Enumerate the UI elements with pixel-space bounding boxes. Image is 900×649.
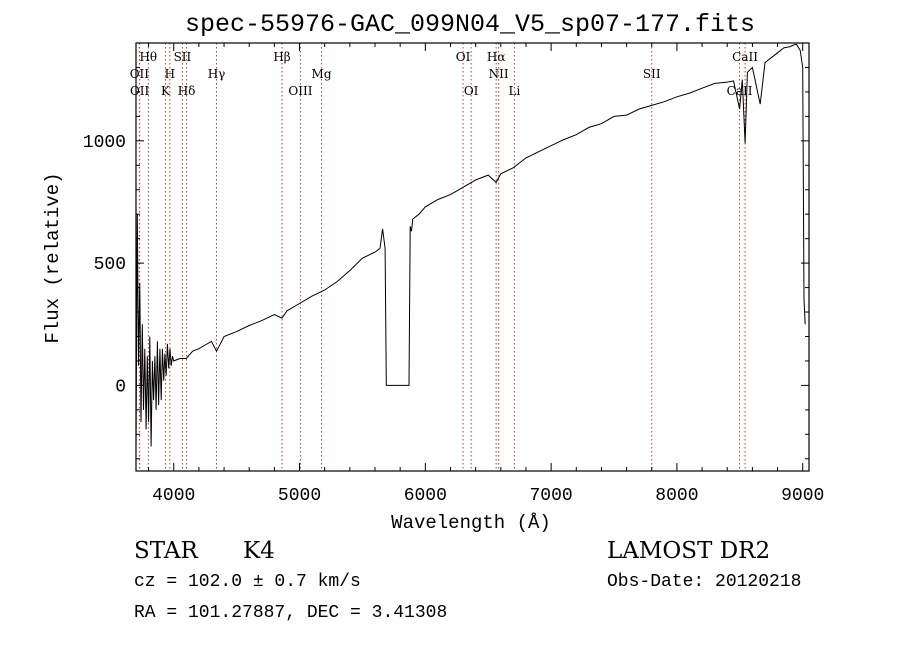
ra-dec-coordinates: RA = 101.27887, DEC = 3.41308 [134,603,448,623]
line-marker-label: CaII [732,50,758,64]
plot-frame [135,42,810,472]
x-axis-label: Wavelength (Å) [391,512,551,534]
line-marker-label: OII [130,84,150,98]
x-tick-label: 6000 [404,486,447,506]
line-marker-label: NII [489,67,509,81]
line-marker-label: SII [174,50,192,64]
observation-date: Obs-Date: 20120218 [607,572,802,592]
line-marker-label: OII [130,67,150,81]
line-marker-label: OI [464,84,479,98]
line-marker-label: H [165,67,175,81]
line-marker-label: Mg [312,67,332,81]
line-markers [138,43,746,471]
object-class: STAR [134,538,198,564]
y-axis-label: Flux (relative) [42,172,64,343]
line-marker-label: Hδ [178,84,196,98]
line-marker-label: OIII [288,84,312,98]
x-tick-label: 8000 [655,486,698,506]
x-tick-label: 4000 [152,486,195,506]
line-marker-label: Hα [487,50,506,64]
spectrum-line [135,43,806,447]
line-marker-label: Hθ [139,50,157,64]
line-marker-label: CaII [727,84,753,98]
line-marker-label: Li [508,84,520,98]
survey-name: LAMOST DR2 [607,538,771,564]
x-tick-label: 5000 [278,486,321,506]
redshift-cz: cz = 102.0 ± 0.7 km/s [134,572,361,592]
line-marker-label: K [161,84,171,98]
x-tick-label: 7000 [530,486,573,506]
y-axis-ticks: 0 500 1000 [83,66,809,460]
y-tick-label: 0 [115,377,126,397]
object-subclass: K4 [243,538,275,564]
y-tick-label: 1000 [83,133,126,153]
line-marker-label: OI [456,50,471,64]
x-tick-label: 9000 [781,486,824,506]
x-axis-ticks: 4000 5000 6000 7000 8000 9000 [148,43,824,506]
line-marker-label: SII [643,67,661,81]
line-marker-label: Hγ [208,67,226,81]
line-marker-label: Hβ [273,50,290,64]
chart-title: spec-55976-GAC_099N04_V5_sp07-177.fits [184,10,756,39]
y-tick-label: 500 [94,255,126,275]
